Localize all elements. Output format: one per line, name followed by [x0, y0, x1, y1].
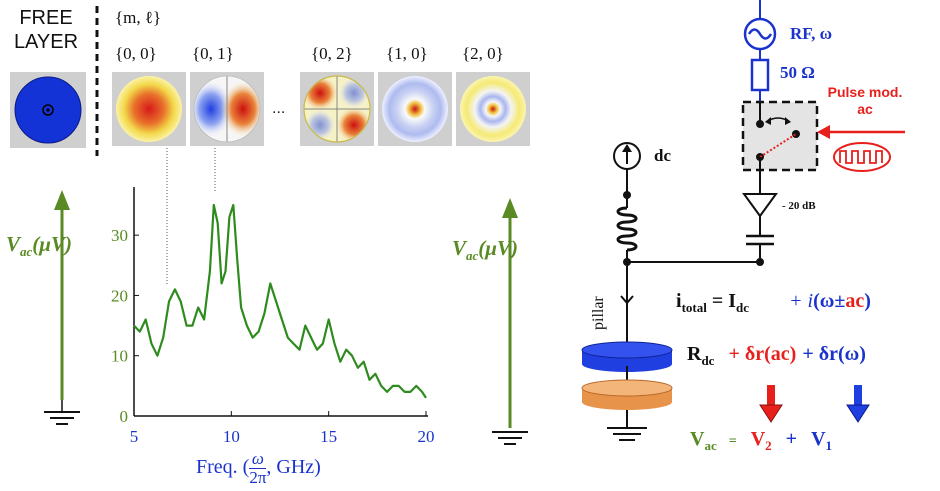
xlabel-fraction: ω 2π: [249, 450, 267, 487]
left-vac-label: Vac(μV): [6, 232, 72, 260]
eq3-V1: V: [811, 428, 826, 450]
eq1-plus-i: + i: [789, 290, 814, 312]
modes-header: {m, ℓ}: [115, 8, 162, 27]
mode-images: [112, 72, 530, 146]
resistor-label: 50 Ω: [780, 63, 815, 82]
eq1-ac: ac: [845, 290, 865, 312]
pulse-mod-line1: Pulse mod.: [827, 84, 903, 100]
left-vac-unit: (μV): [32, 232, 72, 256]
free-layer-image: [10, 72, 86, 148]
eq3-V2: V: [750, 428, 766, 450]
mode-label-01: {0, 1}: [192, 44, 234, 63]
mode-guide-lines: [166, 148, 216, 285]
xlabel-suffix: , GHz): [266, 456, 321, 479]
eq1-i: i: [676, 290, 682, 312]
y-tick-label: 20: [111, 286, 128, 305]
eq2-R: R: [687, 343, 702, 365]
eq3-V2-sub: 2: [765, 438, 772, 453]
mid-vac-axis: [492, 198, 528, 445]
xlabel-frac-num: ω: [249, 450, 267, 469]
attenuator-label: - 20 dB: [782, 200, 816, 212]
eq1-eq-sub: dc: [736, 300, 750, 315]
mid-vac-unit: (μV): [478, 236, 518, 260]
left-vac-axis: [44, 190, 80, 425]
pulse-mod-label: Pulse mod. ac: [815, 84, 915, 118]
spectrum-series-line: [133, 203, 427, 399]
eq1-eq: = I: [711, 290, 737, 312]
mode-label-10: {1, 0}: [386, 44, 428, 63]
x-tick-label: 5: [130, 427, 139, 446]
mid-vac-label: Vac(μV): [452, 236, 518, 264]
mid-vac-sub: ac: [466, 248, 479, 264]
equation-current: itotal = Idc + i(ω±ac): [676, 290, 871, 316]
mid-vac-v: V: [452, 236, 467, 260]
eq3-V1-sub: 1: [825, 438, 833, 453]
pillar-label: pillar: [590, 296, 607, 330]
x-tick-label: 20: [418, 427, 435, 446]
eq1-close: ): [864, 290, 871, 312]
xlabel-prefix: Freq. (: [196, 456, 250, 479]
free-layer-line2: LAYER: [13, 31, 79, 53]
eq2-term2: + δr(ω): [802, 343, 866, 365]
pulse-mod-line2: ac: [857, 101, 873, 117]
y-tick-label: 0: [120, 407, 129, 426]
y-tick-label: 10: [111, 347, 128, 366]
mode-label-00: {0, 0}: [115, 44, 157, 63]
left-vac-sub: ac: [20, 244, 33, 260]
mode-label-20: {2, 0}: [462, 44, 504, 63]
eq3-V: V: [690, 428, 705, 450]
eq3-plus: +: [785, 428, 798, 450]
free-layer-line1: FREE: [19, 7, 73, 29]
frequency-spectrum-chart: 0 10 20 30 5 10 15 20: [111, 187, 435, 446]
xlabel-frac-den: 2π: [249, 468, 267, 487]
x-tick-label: 10: [223, 427, 240, 446]
eq1-i-sub: total: [681, 300, 707, 315]
free-layer-title: FREE LAYER: [2, 6, 90, 54]
chart-xlabel: Freq. (ω 2π, GHz): [196, 450, 321, 487]
modes-ellipsis: ...: [272, 100, 286, 117]
mode-label-02: {0, 2}: [311, 44, 353, 63]
free-layer-disk: [14, 76, 82, 144]
circuit-diagram: [581, 0, 905, 441]
separator-dashed-line: [95, 6, 99, 156]
x-tick-label: 15: [320, 427, 337, 446]
left-vac-v: V: [6, 232, 21, 256]
dc-label: dc: [654, 146, 671, 165]
eq3-V-sub: ac: [704, 438, 717, 453]
eq2-R-sub: dc: [701, 353, 715, 368]
eq2-term1: + δr(ac): [728, 343, 797, 365]
eq1-paren: (ω±: [813, 290, 846, 312]
rf-label: RF, ω: [790, 24, 833, 43]
eq3-eq: =: [728, 434, 737, 449]
equation-resistance: Rdc + δr(ac) + δr(ω): [687, 343, 866, 369]
equation-voltage: Vac = V2 + V1: [690, 428, 832, 454]
y-tick-label: 30: [111, 226, 128, 245]
